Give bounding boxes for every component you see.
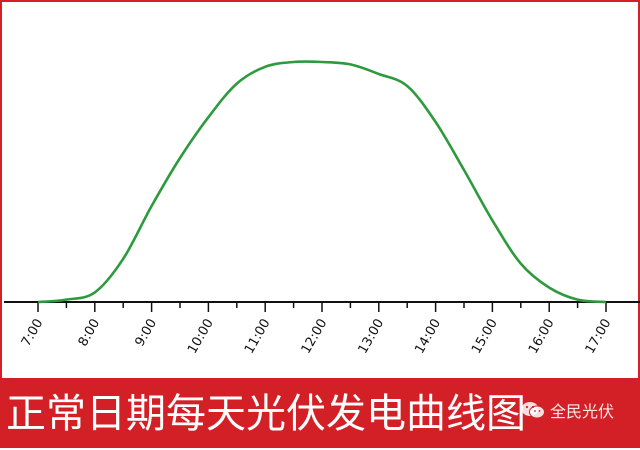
- x-tick-label: 11:00: [242, 317, 274, 357]
- x-tick-label: 16:00: [526, 317, 558, 357]
- x-tick-label: 14:00: [412, 317, 444, 357]
- series-line-0: [37, 60, 607, 304]
- x-tick-label: 10:00: [185, 317, 217, 357]
- x-tick-label: 9:00: [132, 317, 160, 350]
- x-tick-label: 8:00: [76, 317, 104, 350]
- x-tick-label: 12:00: [299, 317, 331, 357]
- chart-caption: 正常日期每天光伏发电曲线图: [6, 391, 526, 437]
- x-tick-label: 7:00: [19, 317, 47, 350]
- x-tick-label: 15:00: [469, 317, 501, 357]
- watermark-text: 全民光伏: [550, 402, 615, 421]
- x-tick-label: 17:00: [583, 317, 615, 357]
- watermark: 全民光伏: [520, 398, 614, 422]
- wechat-icon: [521, 402, 545, 419]
- x-tick-label: 13:00: [356, 317, 388, 357]
